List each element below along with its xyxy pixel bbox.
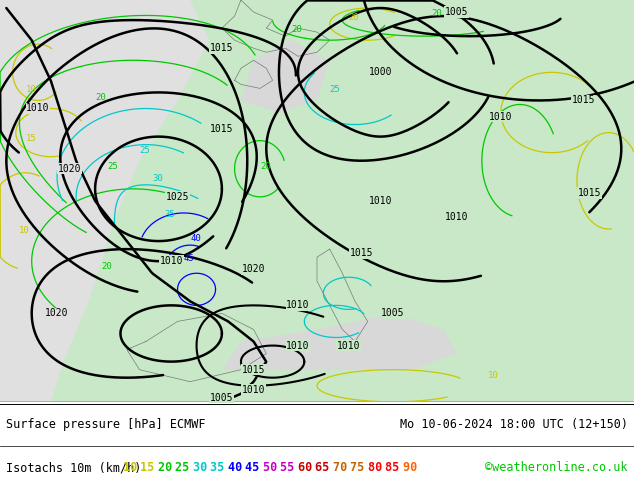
Text: 80: 80 [368,462,389,474]
Text: 1020: 1020 [58,164,82,174]
Text: 1010: 1010 [286,341,310,350]
Text: 50: 50 [263,462,285,474]
Text: 1010: 1010 [337,341,361,350]
Text: 25: 25 [330,85,340,95]
Polygon shape [0,0,209,402]
Text: 1010: 1010 [444,212,469,222]
Polygon shape [222,314,456,369]
Text: 40: 40 [190,234,201,243]
Text: Surface pressure [hPa] ECMWF: Surface pressure [hPa] ECMWF [6,418,206,431]
Text: 60: 60 [298,462,320,474]
Text: 30: 30 [193,462,214,474]
Text: 20: 20 [292,25,302,34]
Text: 65: 65 [316,462,337,474]
Text: 20: 20 [260,162,271,171]
Text: 85: 85 [385,462,407,474]
Text: 20: 20 [158,462,179,474]
Text: 20: 20 [95,94,106,102]
Text: 10: 10 [25,85,36,95]
Text: ©weatheronline.co.uk: ©weatheronline.co.uk [485,462,628,474]
Text: 1015: 1015 [210,123,234,134]
Text: 1020: 1020 [45,308,69,318]
Text: 45: 45 [245,462,267,474]
Text: 70: 70 [333,462,354,474]
Text: 25: 25 [139,146,150,155]
Text: 1015: 1015 [571,96,595,105]
Text: 1010: 1010 [159,256,183,266]
Text: 1010: 1010 [26,103,50,114]
Text: 35: 35 [210,462,232,474]
Text: 10: 10 [19,226,30,235]
Text: 10: 10 [123,462,145,474]
Text: 1005: 1005 [210,393,234,403]
Text: 1005: 1005 [381,308,405,318]
Text: 1015: 1015 [349,248,373,258]
Text: 15: 15 [25,134,36,143]
Polygon shape [241,40,330,113]
Text: 1010: 1010 [286,300,310,310]
Text: 25: 25 [108,162,119,171]
Text: 25: 25 [176,462,197,474]
Text: 10: 10 [488,371,499,380]
Text: 1015: 1015 [242,365,266,375]
Text: 1005: 1005 [444,7,469,17]
Text: 20: 20 [431,9,442,18]
Text: 30: 30 [152,174,163,183]
Text: 40: 40 [228,462,249,474]
Polygon shape [0,0,241,402]
Text: 20: 20 [101,262,112,271]
Text: 35: 35 [165,210,176,219]
Text: 15: 15 [141,462,162,474]
Text: Isotachs 10m (km/h): Isotachs 10m (km/h) [6,462,149,474]
Text: 1025: 1025 [165,192,190,202]
Text: 1015: 1015 [578,188,602,198]
Text: 1000: 1000 [368,67,392,77]
Text: 1015: 1015 [210,43,234,53]
Text: Mo 10-06-2024 18:00 UTC (12+150): Mo 10-06-2024 18:00 UTC (12+150) [399,418,628,431]
Text: 55: 55 [280,462,302,474]
Text: 20: 20 [349,13,359,22]
Text: 75: 75 [351,462,372,474]
Text: 1010: 1010 [368,196,392,206]
Text: 1010: 1010 [489,112,513,122]
Text: 45: 45 [184,254,195,263]
Text: 1020: 1020 [242,264,266,274]
Text: 90: 90 [403,462,424,474]
Text: 1010: 1010 [242,385,266,395]
